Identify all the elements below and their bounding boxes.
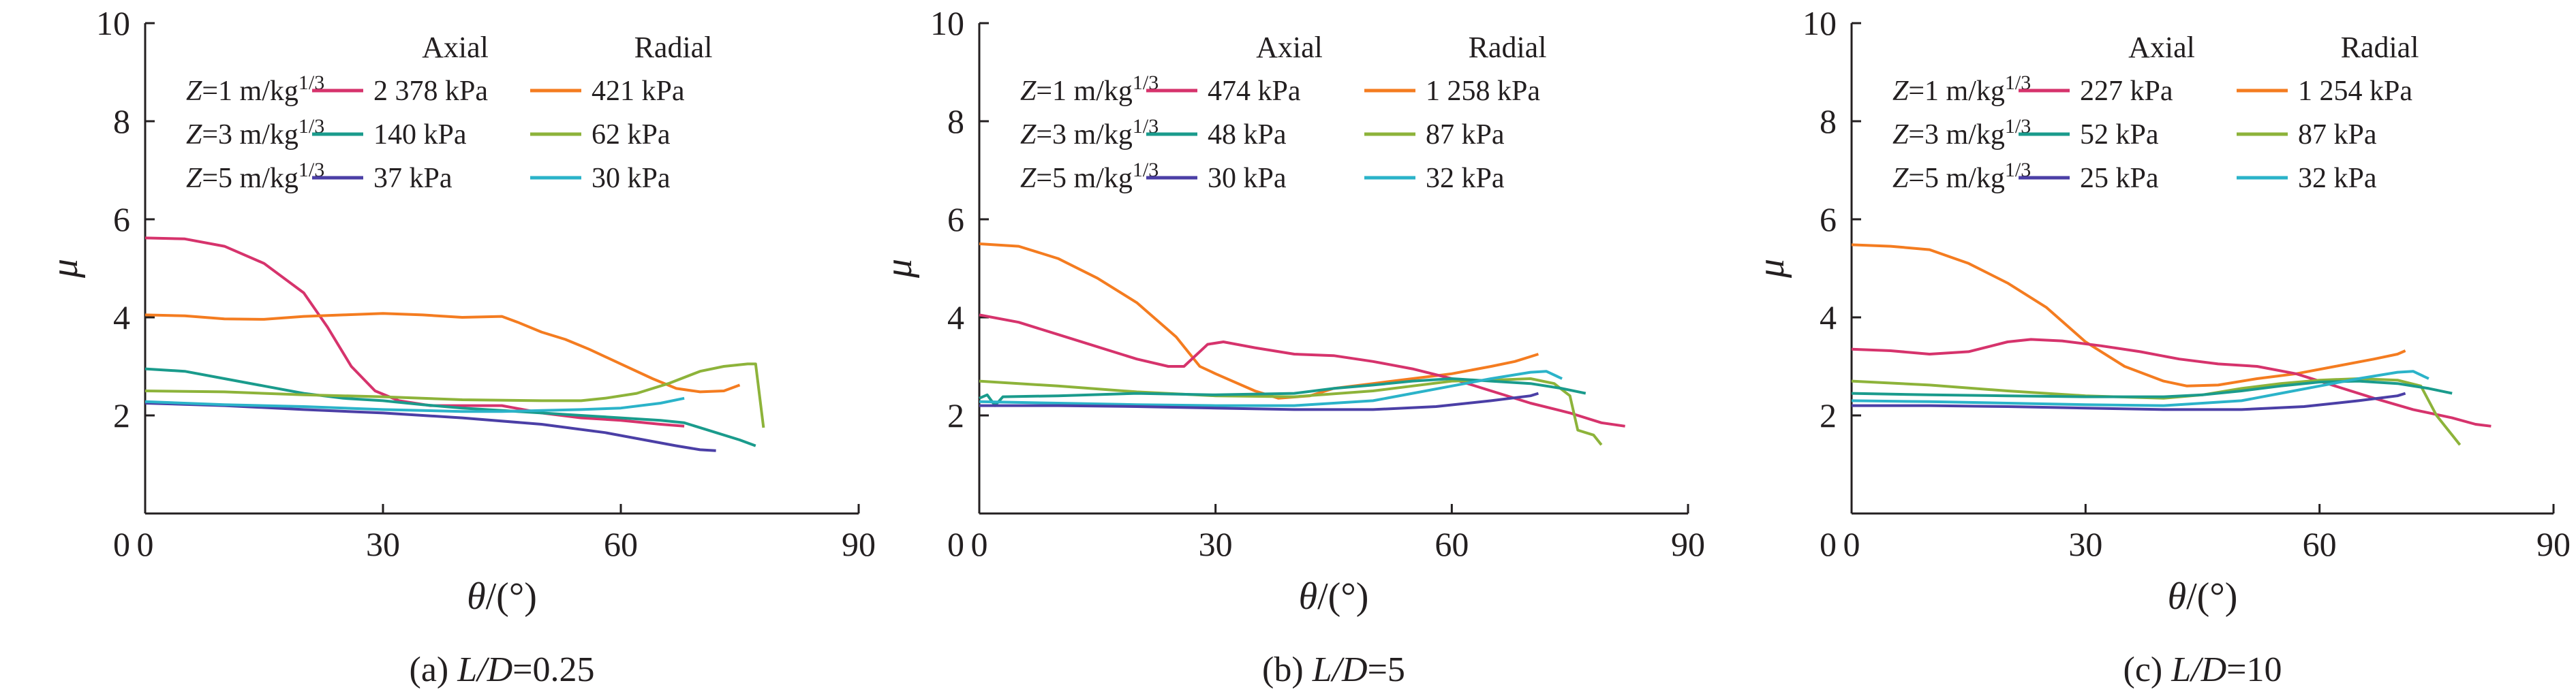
legend-radial-value: 32 kPa <box>1426 163 1505 194</box>
legend-row-label: Z=1 m/kg1/3 <box>1892 72 2031 108</box>
legend-axial-header: Axial <box>2128 31 2195 64</box>
y-tick-label: 4 <box>113 298 130 336</box>
y-tick-label: 10 <box>96 4 130 42</box>
x-tick-label: 60 <box>2303 525 2337 563</box>
y-tick-label: 2 <box>113 396 130 434</box>
legend-radial-value: 87 kPa <box>1426 119 1505 151</box>
legend-axial-value: 48 kPa <box>1208 119 1287 151</box>
legend-radial-value: 421 kPa <box>592 76 685 107</box>
legend-axial-value: 30 kPa <box>1208 163 1287 194</box>
legend-row-label: Z=1 m/kg1/3 <box>1020 72 1159 108</box>
legend-axial-value: 474 kPa <box>1208 76 1301 107</box>
x-tick-label: 0 <box>137 525 154 563</box>
legend-row-label: Z=1 m/kg1/3 <box>186 72 324 108</box>
y-tick-label: 8 <box>947 102 964 140</box>
y-tick-label: 8 <box>1820 102 1837 140</box>
x-tick-label: 30 <box>366 525 400 563</box>
legend-row-label: Z=5 m/kg1/3 <box>186 159 324 195</box>
y-axis-title: μ <box>878 259 920 279</box>
legend-radial-header: Radial <box>634 31 713 64</box>
legend-radial-value: 1 254 kPa <box>2298 76 2412 107</box>
x-axis-title: θ/(°) <box>2168 575 2238 618</box>
series-line-2 <box>979 313 1625 428</box>
legend-row-label: Z=5 m/kg1/3 <box>1020 159 1159 195</box>
series-line-6 <box>144 396 685 413</box>
y-tick-label: 4 <box>1820 298 1837 336</box>
x-tick-label: 60 <box>1435 525 1469 563</box>
x-axis-title: θ/(°) <box>1299 575 1369 618</box>
y-tick-label: 4 <box>947 298 964 336</box>
series-line-3 <box>144 367 756 447</box>
y-axis-title: μ <box>44 259 86 279</box>
x-tick-label: 0 <box>971 525 988 563</box>
y-tick-label: 8 <box>113 102 130 140</box>
y-tick-label: 6 <box>947 200 964 238</box>
x-tick-label: 90 <box>2536 525 2571 563</box>
series-line-6 <box>979 392 1539 411</box>
series-line-2 <box>144 312 741 394</box>
legend-axial-value: 227 kPa <box>2080 76 2173 107</box>
series-line-1 <box>144 236 685 428</box>
legend-axial-value: 2 378 kPa <box>373 76 488 107</box>
y-tick-label: 2 <box>1820 396 1837 434</box>
legend-row-label: Z=3 m/kg1/3 <box>1020 115 1159 151</box>
series-line-3 <box>979 377 1603 446</box>
legend-radial-header: Radial <box>2341 31 2419 64</box>
chart-panel-1: 0 30 60 90 2 4 6 8 10 0 θ/(°) μ (a) L/D=0.25 Axial Rad… <box>44 4 876 689</box>
x-tick-label: 90 <box>1671 525 1705 563</box>
series-line-6 <box>1852 392 2406 411</box>
legend: Axial Radial Z=1 m/kg1/3 227 kPa 1 254 kPa Z=… <box>1892 31 2419 194</box>
y-axis-title: μ <box>1750 259 1792 279</box>
legend: Axial Radial Z=1 m/kg1/3 474 kPa 1 258 kPa Z=… <box>1020 31 1546 194</box>
x-tick-label: 30 <box>2068 525 2102 563</box>
y-tick-label: 10 <box>930 4 964 42</box>
series-line-5 <box>979 370 1563 407</box>
chart-panel-3: 0 30 60 90 2 4 6 8 10 0 θ/(°) μ (c) L/D=10 Axial Radia… <box>1750 4 2571 689</box>
series-line-1 <box>1851 243 2406 387</box>
series-line-2 <box>1851 338 2491 428</box>
x-tick-label: 30 <box>1199 525 1233 563</box>
chart-panel-2: 0 30 60 90 2 4 6 8 10 0 θ/(°) μ (b) L/D=5 Axial Radial… <box>878 4 1705 689</box>
panel-caption: (b) L/D=5 <box>1262 650 1405 689</box>
series-line-4 <box>144 362 765 428</box>
y-tick-label: 2 <box>947 396 964 434</box>
legend-radial-value: 62 kPa <box>592 119 671 151</box>
x-tick-label: 90 <box>842 525 876 563</box>
legend-axial-header: Axial <box>1256 31 1323 64</box>
x-tick-label: 60 <box>604 525 638 563</box>
legend-axial-value: 140 kPa <box>373 119 467 151</box>
legend-row-label: Z=5 m/kg1/3 <box>1892 159 2031 195</box>
legend-radial-value: 32 kPa <box>2298 163 2377 194</box>
y-tick-label: 6 <box>113 200 130 238</box>
origin-tick-label: 0 <box>947 525 964 563</box>
origin-tick-label: 0 <box>1820 525 1837 563</box>
legend-axial-value: 52 kPa <box>2080 119 2159 151</box>
panel-caption: (a) L/D=0.25 <box>410 650 595 689</box>
series-line-4 <box>1851 379 2453 398</box>
series-line-5 <box>144 402 716 452</box>
legend-radial-value: 1 258 kPa <box>1426 76 1540 107</box>
y-tick-label: 6 <box>1820 200 1837 238</box>
legend-radial-header: Radial <box>1469 31 1547 64</box>
legend-radial-value: 30 kPa <box>592 163 671 194</box>
legend-row-label: Z=3 m/kg1/3 <box>186 115 324 151</box>
series-line-3 <box>1851 377 2462 446</box>
legend: Axial Radial Z=1 m/kg1/3 2 378 kPa 421 kPa Z=… <box>186 31 712 194</box>
legend-axial-header: Axial <box>422 31 489 64</box>
series-line-1 <box>979 242 1539 400</box>
panel-caption: (c) L/D=10 <box>2123 650 2282 689</box>
legend-row-label: Z=3 m/kg1/3 <box>1892 115 2031 151</box>
legend-axial-value: 37 kPa <box>373 163 453 194</box>
legend-axial-value: 25 kPa <box>2080 163 2159 194</box>
origin-tick-label: 0 <box>113 525 130 563</box>
y-tick-label: 10 <box>1803 4 1837 42</box>
x-tick-label: 0 <box>1843 525 1860 563</box>
series-line-5 <box>1851 370 2429 407</box>
legend-radial-value: 87 kPa <box>2298 119 2377 151</box>
x-axis-title: θ/(°) <box>467 575 537 618</box>
